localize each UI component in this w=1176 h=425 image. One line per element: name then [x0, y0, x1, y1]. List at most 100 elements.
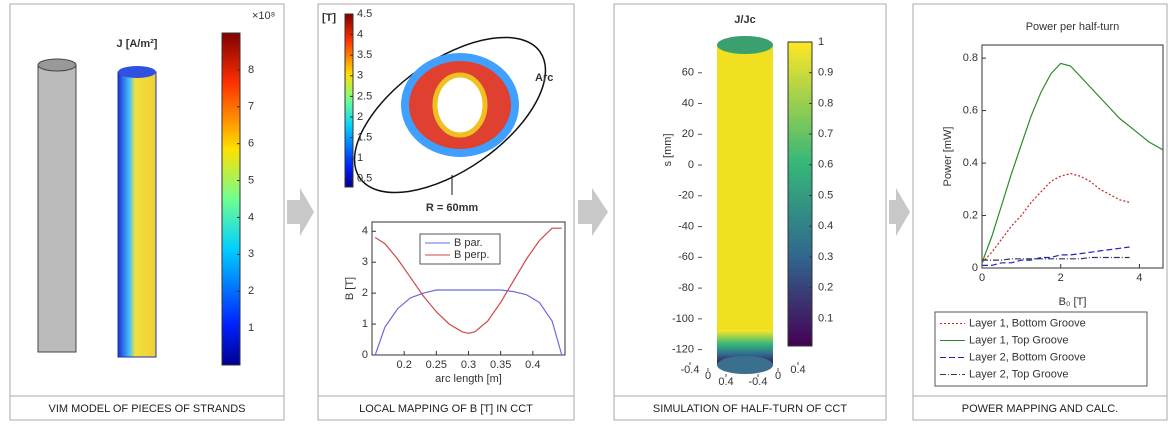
colorbar-tick-label: 2: [357, 111, 363, 123]
colorbar-tick-label: 1.5: [357, 131, 372, 143]
axis-label: s [mm]: [662, 134, 674, 167]
x-tick-label: 0.25: [426, 359, 447, 371]
panel-title: J [A/m²]: [117, 38, 158, 50]
colorbar: [787, 41, 813, 347]
colorbar-tick-label: 0.5: [818, 189, 833, 201]
x-tick-label: 0.2: [397, 359, 412, 371]
z-tick-label: -60: [678, 251, 694, 263]
axis-tick-label: 0: [775, 370, 781, 382]
colorbar-tick-label: 0.8: [818, 97, 833, 109]
series-line: [981, 172, 1130, 264]
y-tick-label: 1: [362, 318, 368, 330]
x-tick-label: 4: [1136, 272, 1142, 284]
frames: [9, 3, 1168, 421]
x-tick-label: 0.3: [461, 359, 476, 371]
z-tick-label: 20: [682, 128, 694, 140]
plot-area: [981, 44, 1164, 269]
y-tick-label: 0.4: [963, 157, 978, 169]
x-tick-label: 0.4: [525, 359, 540, 371]
z-tick-label: 40: [682, 97, 694, 109]
x-tick-label: 2: [1058, 272, 1064, 284]
z-tick-label: -120: [672, 344, 694, 356]
x-axis-label: arc length [m]: [435, 373, 502, 385]
legend: [419, 233, 501, 265]
colorbar: [221, 32, 241, 366]
colorbar-tick-label: 0.1: [818, 312, 833, 324]
x-tick-label: 0.35: [490, 359, 511, 371]
y-tick-label: 0: [362, 349, 368, 361]
colorbar-tick-label: 3.5: [357, 49, 372, 61]
colorbar-tick-label: 1: [248, 322, 254, 334]
series-line: [982, 246, 1130, 266]
axis-tick-label: 0.4: [790, 364, 805, 376]
colorbar-tick-label: 8: [248, 64, 254, 76]
colorbar-tick-label: 3: [357, 70, 363, 82]
series-line: [374, 227, 562, 334]
y-tick-label: 0: [972, 262, 978, 274]
colorbar-tick-label: 0.4: [818, 220, 833, 232]
colorbar: [344, 13, 354, 188]
legend-label: B par.: [454, 237, 483, 249]
colorbar-unit: [T]: [322, 12, 336, 24]
legend-label: B perp.: [454, 249, 489, 261]
y-tick-label: 0.6: [963, 104, 978, 116]
caption: LOCAL MAPPING OF B [T] IN CCT: [359, 403, 533, 415]
y-tick-label: 2: [362, 287, 368, 299]
colorbar-tick-label: 7: [248, 101, 254, 113]
series-line: [374, 289, 563, 356]
colorbar-tick-label: 4: [248, 211, 254, 223]
caption: POWER MAPPING AND CALC.: [962, 403, 1118, 415]
colorbar-tick-label: 0.6: [818, 159, 833, 171]
arrows: [287, 188, 910, 236]
z-tick-label: 0: [688, 159, 694, 171]
colorbar-tick-label: 0.7: [818, 128, 833, 140]
y-tick-label: 0.2: [963, 209, 978, 221]
caption: VIM MODEL OF PIECES OF STRANDS: [48, 403, 245, 415]
legend-label: Layer 1, Bottom Groove: [969, 317, 1086, 329]
colorbar-tick-label: 4: [357, 29, 363, 41]
colorbar-tick-label: 2: [248, 285, 254, 297]
series-line: [981, 62, 1164, 264]
coil: [353, 36, 547, 195]
y-tick-label: 3: [362, 256, 368, 268]
axis-tick-label: 0: [705, 370, 711, 382]
series-line: [982, 256, 1130, 261]
z-tick-label: -80: [678, 282, 694, 294]
z-tick-label: -20: [678, 190, 694, 202]
legend-label: Layer 1, Top Groove: [969, 334, 1068, 346]
colorbar-tick-label: 4.5: [357, 8, 372, 20]
legend: [934, 311, 1148, 387]
colorbar-tick-label: 1: [357, 152, 363, 164]
colorbar-exponent: ×10⁸: [252, 10, 275, 22]
colorbar-tick-label: 6: [248, 138, 254, 150]
y-axis-label: Power [mW]: [942, 127, 954, 187]
colorbar-tick-label: 0.2: [818, 282, 833, 294]
chart-title: Power per half-turn: [1026, 21, 1120, 33]
z-tick-label: -40: [678, 220, 694, 232]
colorbar-tick-label: 1: [818, 36, 824, 48]
axis-tick-label: -0.4: [681, 364, 700, 376]
half-turn: [717, 36, 773, 374]
z-tick-label: -100: [672, 313, 694, 325]
legend-label: Layer 2, Top Groove: [969, 368, 1068, 380]
colorbar-tick-label: 0.9: [818, 67, 833, 79]
colorbar-tick-label: 0.5: [357, 173, 372, 185]
panel-title: J/Jc: [734, 14, 755, 26]
caption: SIMULATION OF HALF-TURN OF CCT: [653, 403, 847, 415]
colorbar-tick-label: 0.3: [818, 251, 833, 263]
arc-label: Arc: [535, 72, 553, 84]
y-tick-label: 4: [362, 225, 368, 237]
axis-tick-label: 0.4: [718, 376, 733, 388]
y-axis-label: B [T]: [344, 277, 356, 300]
z-tick-label: 60: [682, 67, 694, 79]
x-axis-label: B₀ [T]: [1059, 296, 1087, 308]
colorbar-tick-label: 2.5: [357, 90, 372, 102]
colorbar-tick-label: 3: [248, 248, 254, 260]
strand-model: [37, 58, 157, 358]
x-tick-label: 0: [979, 272, 985, 284]
radius-label: R = 60mm: [426, 202, 478, 214]
y-tick-label: 0.8: [963, 52, 978, 64]
colorbar-tick-label: 5: [248, 174, 254, 186]
legend-label: Layer 2, Bottom Groove: [969, 351, 1086, 363]
